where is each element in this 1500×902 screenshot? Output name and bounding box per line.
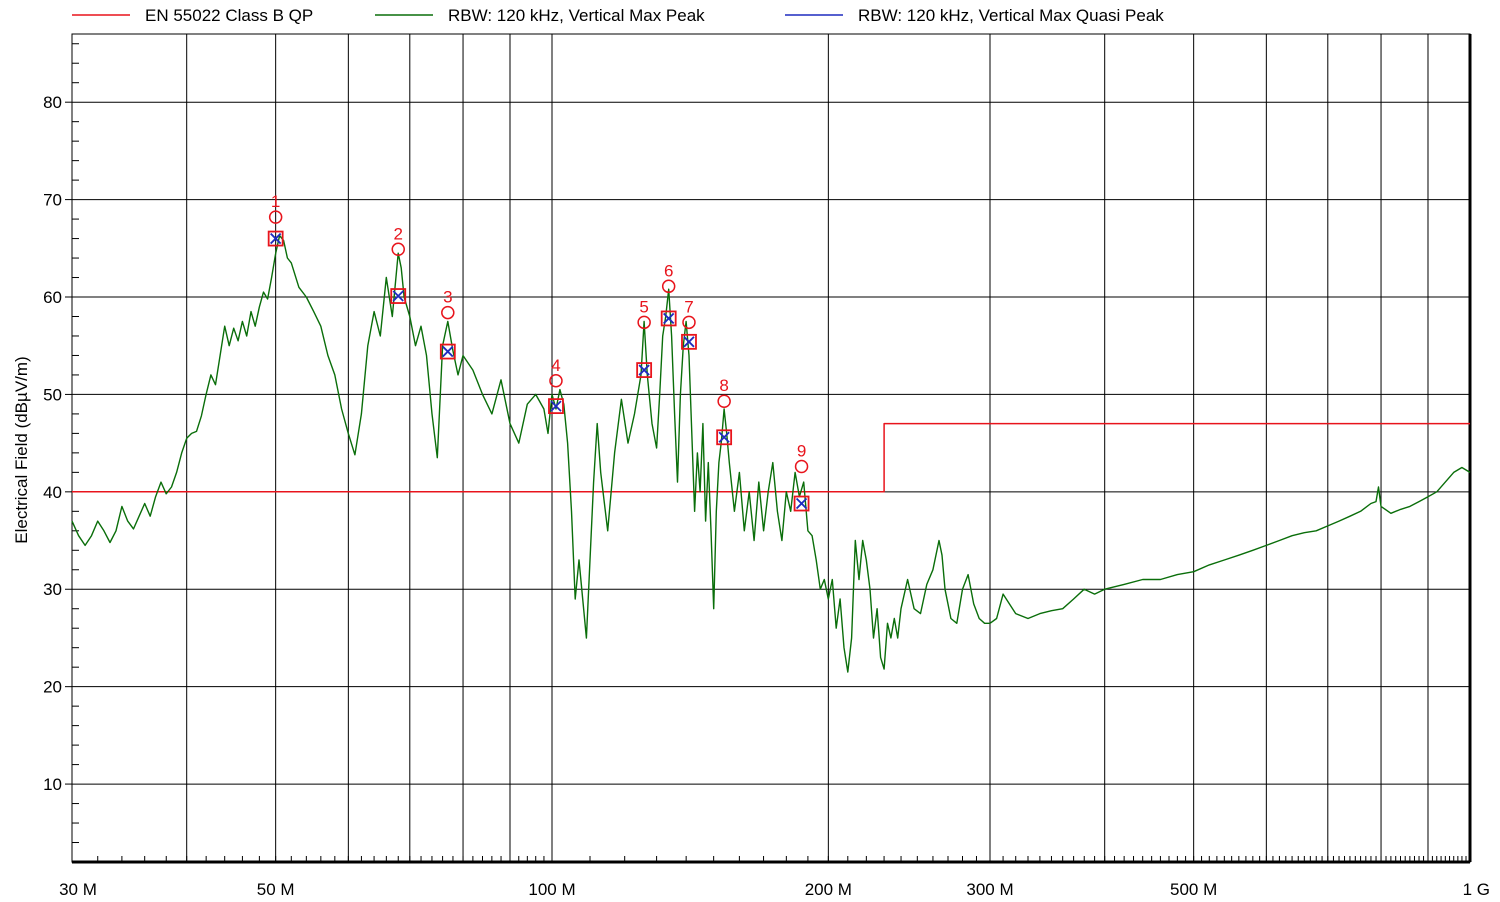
series-line-1 <box>71 234 1471 673</box>
marker-label: 4 <box>551 356 560 375</box>
legend: EN 55022 Class B QP RBW: 120 kHz, Vertica… <box>72 6 1164 25</box>
qp-marker-cross <box>392 290 404 302</box>
qp-marker-cross <box>550 400 562 412</box>
marker-label: 8 <box>719 376 728 395</box>
qp-marker-box <box>636 362 653 378</box>
x-tick-label: 500 M <box>1170 880 1217 899</box>
y-tick-label: 20 <box>43 678 62 697</box>
x-tick-label: 1 G <box>1463 880 1490 899</box>
marker-label: 3 <box>443 288 452 307</box>
x-tick-label: 300 M <box>966 880 1013 899</box>
y-tick-label: 80 <box>43 93 62 112</box>
plot-area <box>71 234 1471 673</box>
x-axis: 30 M 50 M 100 M 200 M 300 M 500 M 1 G <box>59 34 1490 899</box>
y-tick-label: 70 <box>43 191 62 210</box>
plot-frame <box>71 33 1471 863</box>
qp-marker-cross <box>442 345 454 358</box>
y-tick-label: 30 <box>43 580 62 599</box>
peak-marker-circle <box>268 210 283 224</box>
qp-marker-box <box>439 343 456 360</box>
qp-marker-cross <box>638 364 650 376</box>
peak-marker-circle <box>717 394 731 408</box>
qp-marker-box <box>548 398 564 415</box>
qp-marker-box <box>660 310 677 327</box>
x-tick-label: 30 M <box>59 880 97 899</box>
markers: 1 2 3 4 567 8 9 <box>267 192 810 512</box>
x-tick-label: 100 M <box>528 880 575 899</box>
qp-marker-box <box>267 230 284 247</box>
qp-marker-cross <box>270 232 282 245</box>
peak-marker-circle <box>794 459 809 474</box>
marker-label: 6 <box>664 261 673 280</box>
x-tick-label: 200 M <box>805 880 852 899</box>
y-tick-label: 50 <box>43 385 62 404</box>
y-tick-label: 10 <box>43 775 62 794</box>
legend-label-2: RBW: 120 kHz, Vertical Max Quasi Peak <box>858 6 1164 25</box>
qp-marker-box <box>793 495 810 512</box>
peak-marker-circle <box>682 315 696 330</box>
peak-marker-circle <box>441 305 455 320</box>
y-tick-label: 40 <box>43 483 62 502</box>
qp-marker-box <box>716 429 733 446</box>
peak-marker-circle <box>661 279 676 294</box>
qp-marker-cross <box>795 497 808 510</box>
marker-label: 7 <box>684 297 693 316</box>
qp-marker-box <box>390 288 407 304</box>
x-tick-label: 50 M <box>257 880 295 899</box>
y-axis: 10 20 30 40 50 60 70 80 <box>43 43 79 844</box>
marker-label: 5 <box>639 297 648 316</box>
marker-label: 1 <box>271 192 280 211</box>
series-line-0 <box>72 422 1470 493</box>
qp-marker-cross <box>718 431 730 443</box>
peak-marker-circle <box>391 242 405 257</box>
peak-marker-circle <box>549 374 563 388</box>
grid <box>71 33 1471 863</box>
marker-label: 9 <box>797 442 806 461</box>
peak-marker-circle <box>637 315 651 330</box>
qp-marker-box <box>681 333 697 350</box>
legend-label-0: EN 55022 Class B QP <box>145 6 313 25</box>
marker-label: 2 <box>394 224 403 243</box>
legend-label-1: RBW: 120 kHz, Vertical Max Peak <box>448 6 705 25</box>
qp-marker-cross <box>663 312 675 325</box>
y-tick-label: 60 <box>43 288 62 307</box>
y-axis-label: Electrical Field (dBµV/m) <box>12 356 31 543</box>
qp-marker-cross <box>683 336 695 348</box>
